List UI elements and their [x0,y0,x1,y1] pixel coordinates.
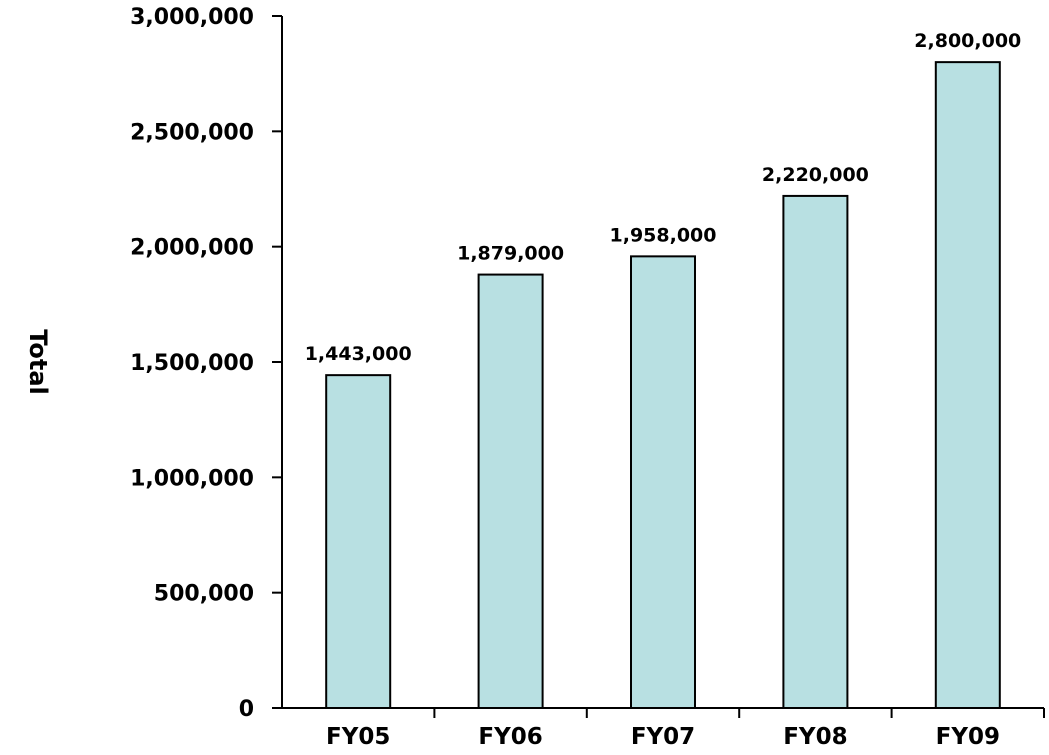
y-tick-label: 2,000,000 [130,236,254,261]
y-tick-label: 1,000,000 [130,466,254,491]
y-axis-title: Total [24,329,52,395]
bar-fy09 [934,61,1001,709]
data-label: 1,958,000 [610,224,717,246]
data-label: 2,800,000 [914,30,1021,52]
y-tick-label: 500,000 [154,582,254,607]
y-tick-label: 3,000,000 [130,5,254,30]
y-tick-label: 2,500,000 [130,120,254,145]
y-tick-label: 0 [239,697,254,722]
bar-fy07 [630,255,696,709]
x-category-label: FY05 [326,724,390,750]
x-category-label: FY06 [478,724,542,750]
x-category-label: FY08 [783,724,847,750]
x-category-label: FY09 [936,724,1000,750]
bar-fy05 [325,374,392,709]
data-label: 1,879,000 [457,243,564,265]
axes: 0 500,000 1,000,000 1,500,000 2,000,000 2,500… [130,5,1045,722]
x-category-label: FY07 [631,724,695,750]
y-tick-label: 1,500,000 [130,351,254,376]
bar-fy08 [782,194,849,710]
bars [325,61,1001,710]
bar-fy06 [477,273,544,709]
data-label: 1,443,000 [305,343,412,365]
y-axis-title-group: Total [24,329,52,395]
data-label: 2,220,000 [762,164,869,186]
labels: 1,443,000 FY05 1,879,000 FY06 1,958,000 FY07 2… [305,30,1022,750]
